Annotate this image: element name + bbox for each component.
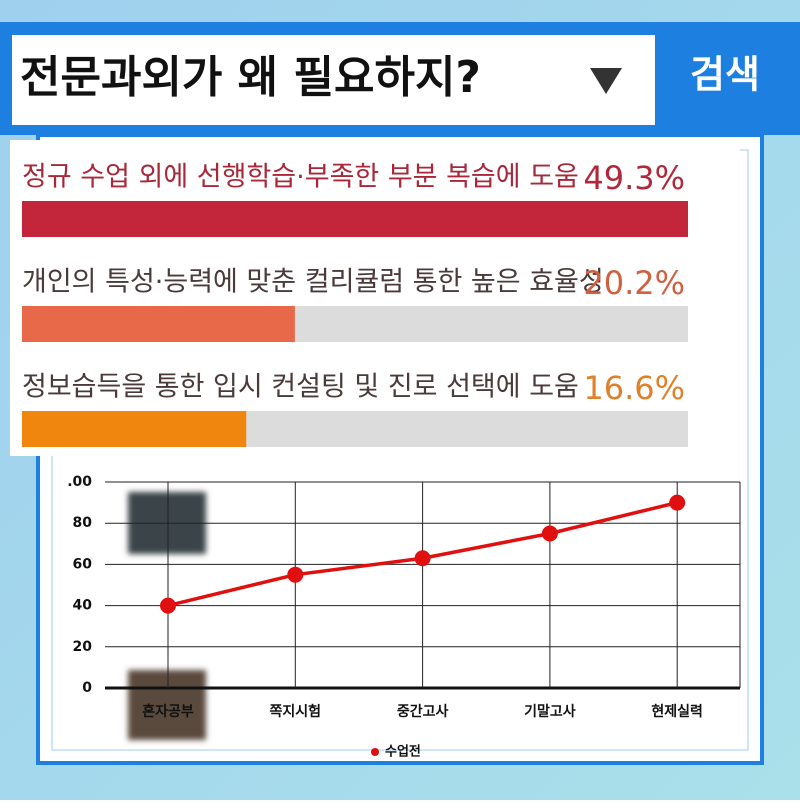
bar xyxy=(22,411,247,447)
y-tick-label: 0 xyxy=(82,680,92,696)
x-tick-label: 중간고사 xyxy=(397,703,449,720)
thumbnail xyxy=(128,670,206,740)
bar xyxy=(22,201,688,237)
point xyxy=(160,597,176,614)
hbar-chart: 정규 수업 외에 선행학습·부족한 부분 복습에 도움 49.3% 개인의 특성·능… xyxy=(22,159,688,447)
bar xyxy=(22,306,295,342)
x-tick-label: 쪽지시험 xyxy=(270,703,322,720)
search-query: 전문과외가 왜 필요하지? xyxy=(20,52,481,103)
y-tick-label: 60 xyxy=(73,556,93,572)
bar-label: 개인의 특성·능력에 맞춘 컬리큘럼 통한 높은 효율성 xyxy=(22,267,604,298)
search-button[interactable]: 검색 xyxy=(690,53,760,97)
bar-label: 정보습득을 통한 입시 컨설팅 및 진로 선택에 도움 xyxy=(22,372,579,403)
dropdown-arrow[interactable] xyxy=(590,68,622,94)
y-tick-label: 20 xyxy=(73,639,93,655)
legend-swatch xyxy=(371,748,379,756)
bar-label: 정규 수업 외에 선행학습·부족한 부분 복습에 도움 xyxy=(22,162,579,193)
x-tick-label: 기말고사 xyxy=(524,704,576,720)
legend-label: 수업전 xyxy=(385,744,421,760)
point xyxy=(287,566,304,583)
infographic-panel xyxy=(10,140,740,456)
point xyxy=(414,550,431,567)
value-label: 20.2% xyxy=(583,264,685,302)
y-tick-label: 80 xyxy=(73,515,93,531)
search-input[interactable] xyxy=(12,35,655,125)
x-tick-label: 혼자공부 xyxy=(142,703,194,720)
value-label: 16.6% xyxy=(583,369,685,407)
x-tick-label: 현제실력 xyxy=(651,704,703,720)
y-tick-label: .00 xyxy=(67,474,92,490)
point xyxy=(669,494,686,511)
y-tick-label: 40 xyxy=(73,598,93,614)
value-label: 49.3% xyxy=(583,159,685,197)
point xyxy=(541,525,558,542)
